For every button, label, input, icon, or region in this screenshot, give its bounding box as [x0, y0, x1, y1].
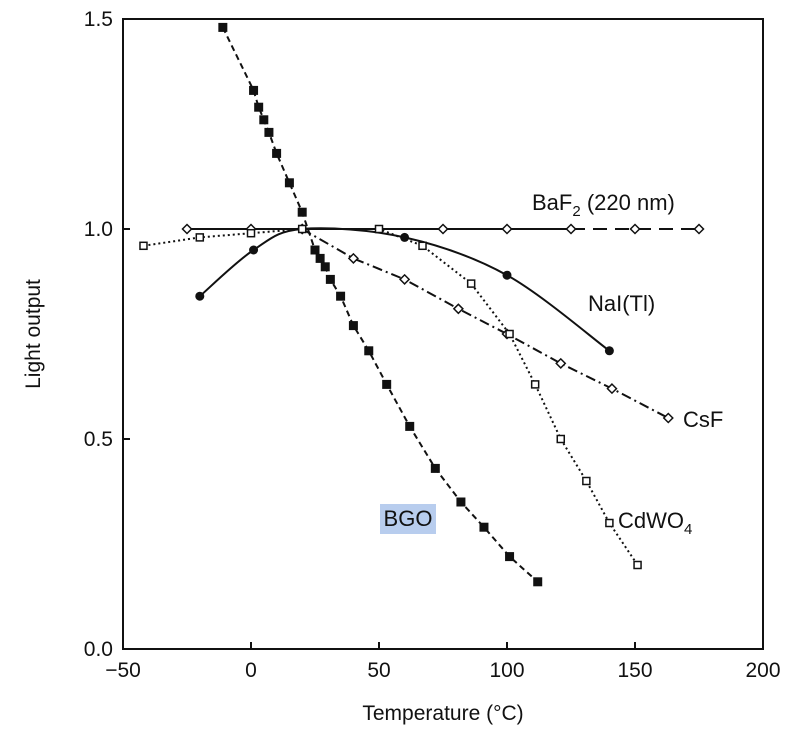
series-label-nai-tl: NaI(Tl)	[588, 291, 655, 316]
data-point	[259, 115, 269, 125]
x-axis-title: Temperature (°C)	[362, 702, 523, 725]
data-point	[297, 207, 307, 217]
data-point	[437, 223, 449, 235]
series-baf2-220-nm	[181, 223, 705, 235]
data-point	[582, 476, 591, 486]
data-point	[405, 421, 415, 431]
data-point	[633, 560, 642, 570]
data-point	[348, 321, 358, 331]
x-tick-label: 200	[745, 659, 780, 682]
series-bgo	[218, 22, 543, 587]
data-point	[249, 85, 259, 95]
y-tick-label: 1.0	[84, 218, 113, 241]
data-point	[662, 412, 674, 424]
data-point	[297, 224, 307, 234]
series-label-bgo: BGO	[384, 506, 433, 531]
data-point	[565, 223, 577, 235]
plot-frame	[122, 18, 764, 650]
y-axis-title: Light output	[22, 279, 45, 389]
data-point	[530, 380, 540, 389]
data-point	[264, 127, 274, 137]
y-tick-label: 0.5	[84, 428, 113, 451]
data-point	[284, 178, 294, 188]
data-point	[347, 252, 359, 264]
data-point	[604, 346, 614, 356]
series-label-cdwo4: CdWO4	[618, 508, 692, 538]
series-nai-tl	[195, 224, 614, 356]
data-point	[533, 577, 543, 587]
data-point	[320, 262, 330, 272]
data-point	[693, 223, 705, 235]
data-point	[139, 241, 148, 251]
data-point	[452, 303, 464, 315]
data-point	[272, 148, 282, 158]
data-point	[315, 253, 325, 263]
data-point	[606, 383, 618, 395]
data-point	[382, 379, 392, 389]
series-line	[199, 227, 610, 352]
series-labels: BGO BaF2 (220 nm) NaI(Tl) CsF CdWO4	[380, 190, 723, 538]
data-point	[336, 291, 346, 301]
data-point	[430, 463, 440, 473]
data-point	[399, 273, 411, 285]
axis-ticks: −50 0 50 100 150 200 0.0 0.5 1.0 1.5	[84, 8, 781, 682]
data-point	[466, 279, 476, 288]
data-point	[456, 497, 466, 507]
data-point	[364, 346, 374, 356]
data-point	[310, 245, 320, 255]
bgo-label-highlight	[380, 504, 436, 534]
data-point	[501, 223, 513, 235]
data-point	[246, 228, 256, 238]
data-point	[502, 270, 512, 280]
series-cdwo4	[139, 224, 642, 570]
data-point	[195, 291, 205, 301]
data-point	[254, 102, 264, 112]
series-csf	[296, 223, 674, 424]
data-point	[555, 357, 567, 369]
x-tick-label: 100	[489, 659, 524, 682]
series-line	[301, 228, 669, 419]
series-label-csf: CsF	[683, 407, 723, 432]
data-point	[249, 245, 259, 255]
data-point	[374, 224, 384, 234]
data-point	[325, 274, 335, 284]
x-tick-label: 0	[245, 659, 257, 682]
x-tick-label: 150	[617, 659, 652, 682]
data-point	[556, 434, 566, 444]
x-tick-label: −50	[105, 659, 141, 682]
series-label-baf2-220-nm: BaF2 (220 nm)	[532, 190, 675, 220]
series-layer	[139, 22, 705, 587]
data-point	[195, 233, 205, 242]
data-point	[218, 22, 228, 32]
y-tick-label: 1.5	[84, 8, 113, 31]
series-line	[221, 26, 539, 583]
data-point	[505, 552, 515, 562]
data-point	[418, 241, 427, 251]
data-point	[605, 518, 614, 528]
data-point	[479, 522, 489, 532]
data-point	[505, 329, 514, 339]
x-tick-label: 50	[367, 659, 390, 682]
y-tick-label: 0.0	[84, 638, 113, 661]
data-point	[181, 223, 193, 235]
data-point	[629, 223, 641, 235]
